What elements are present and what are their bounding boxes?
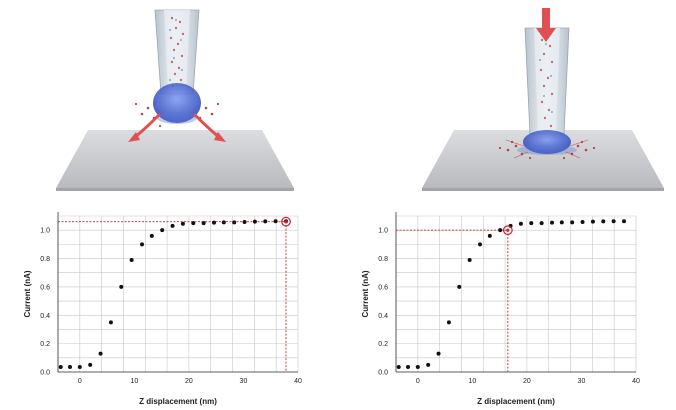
illustration-retracted	[56, 9, 294, 191]
droplet-icon	[134, 83, 220, 128]
data-point	[68, 365, 72, 370]
x-tick-label: 0	[78, 378, 82, 385]
y-tick-label: 0.0	[378, 370, 388, 377]
x-tick-label: 40	[294, 378, 302, 385]
data-point	[436, 351, 441, 356]
x-axis-title: Z displacement (nm)	[477, 397, 555, 406]
data-point	[478, 242, 482, 247]
data-point	[252, 219, 257, 224]
x-tick-label: 10	[130, 378, 138, 385]
data-point	[487, 233, 492, 238]
sample-surface-icon	[422, 130, 664, 191]
y-tick-label: 0.0	[40, 370, 50, 377]
highlight-marker-center	[506, 228, 510, 232]
x-tick-label: 0	[416, 378, 420, 385]
data-point	[611, 219, 616, 224]
data-point	[559, 220, 564, 225]
y-tick-label: 0.4	[40, 313, 50, 320]
x-tick-label: 10	[468, 378, 476, 385]
data-point	[77, 365, 82, 370]
data-point	[58, 365, 63, 370]
chart-retracted: 0 10 20 30 40 0.0 0.2 0.4 0.6 0.8 1.0 Z displacemen…	[23, 212, 302, 406]
pipette-icon	[524, 27, 570, 135]
x-tick-label: 20	[523, 378, 531, 385]
data-point	[396, 365, 401, 370]
illustration-approached	[422, 8, 664, 191]
y-axis-title: Current (nA)	[361, 270, 370, 317]
panel-approached: 0 10 20 30 40 0.0 0.2 0.4 0.6 0.8 1.0 Z displacemen…	[338, 0, 676, 410]
y-tick-label: 0.2	[40, 341, 50, 348]
y-tick-label: 1.0	[40, 228, 50, 235]
data-point	[529, 221, 534, 226]
data-point	[212, 220, 216, 225]
x-axis-title: Z displacement (nm)	[139, 397, 217, 406]
data-point	[601, 219, 606, 224]
sample-surface-icon	[56, 130, 294, 191]
grid	[57, 215, 299, 373]
data-point	[590, 219, 595, 224]
data-point	[446, 320, 451, 325]
data-point	[160, 228, 165, 233]
data-point	[498, 228, 503, 233]
data-point	[98, 351, 103, 356]
data-point	[570, 220, 575, 225]
highlight-marker-center	[284, 220, 288, 224]
data-point	[263, 219, 268, 224]
y-axis-title: Current (nA)	[23, 270, 32, 317]
y-tick-label: 0.6	[378, 284, 388, 291]
data-point	[232, 220, 237, 225]
y-tick-label: 0.6	[40, 284, 50, 291]
data-point	[415, 365, 420, 370]
y-tick-label: 1.0	[378, 228, 388, 235]
x-tick-label: 30	[578, 378, 586, 385]
approach-arrow-icon	[536, 8, 556, 42]
droplet-icon	[498, 130, 596, 160]
y-tick-label: 0.8	[40, 256, 50, 263]
pipette-icon	[154, 9, 200, 95]
data-point	[550, 220, 554, 225]
data-point	[140, 242, 144, 247]
data-point	[88, 362, 93, 367]
data-point	[221, 220, 226, 225]
x-tick-label: 20	[185, 378, 193, 385]
data-point	[129, 257, 134, 262]
data-point	[622, 219, 626, 224]
data-point	[201, 221, 206, 226]
data-point	[170, 223, 175, 228]
data-point	[426, 362, 431, 367]
data-point	[242, 219, 247, 224]
highlight-marker	[502, 225, 513, 236]
data-point	[119, 284, 124, 289]
data-point	[180, 221, 185, 226]
panel-retracted: 0 10 20 30 40 0.0 0.2 0.4 0.6 0.8 1.0 Z displacemen…	[23, 9, 302, 406]
data-point	[191, 221, 196, 226]
grid	[395, 215, 637, 373]
data-point	[539, 221, 544, 226]
x-tick-label: 30	[240, 378, 248, 385]
data-point	[467, 257, 472, 262]
data-point	[508, 223, 513, 228]
data-point	[406, 365, 410, 370]
x-tick-label: 40	[632, 378, 640, 385]
data-point	[149, 233, 154, 238]
chart-approached: 0 10 20 30 40 0.0 0.2 0.4 0.6 0.8 1.0 Z displacemen…	[361, 212, 640, 406]
y-tick-label: 0.8	[378, 256, 388, 263]
data-point	[518, 221, 523, 226]
data-point	[273, 219, 278, 224]
highlight-marker	[281, 216, 291, 227]
y-tick-label: 0.2	[378, 341, 388, 348]
data-point	[108, 320, 113, 325]
data-point	[457, 284, 462, 289]
y-tick-label: 0.4	[378, 313, 388, 320]
data-point	[580, 219, 585, 224]
